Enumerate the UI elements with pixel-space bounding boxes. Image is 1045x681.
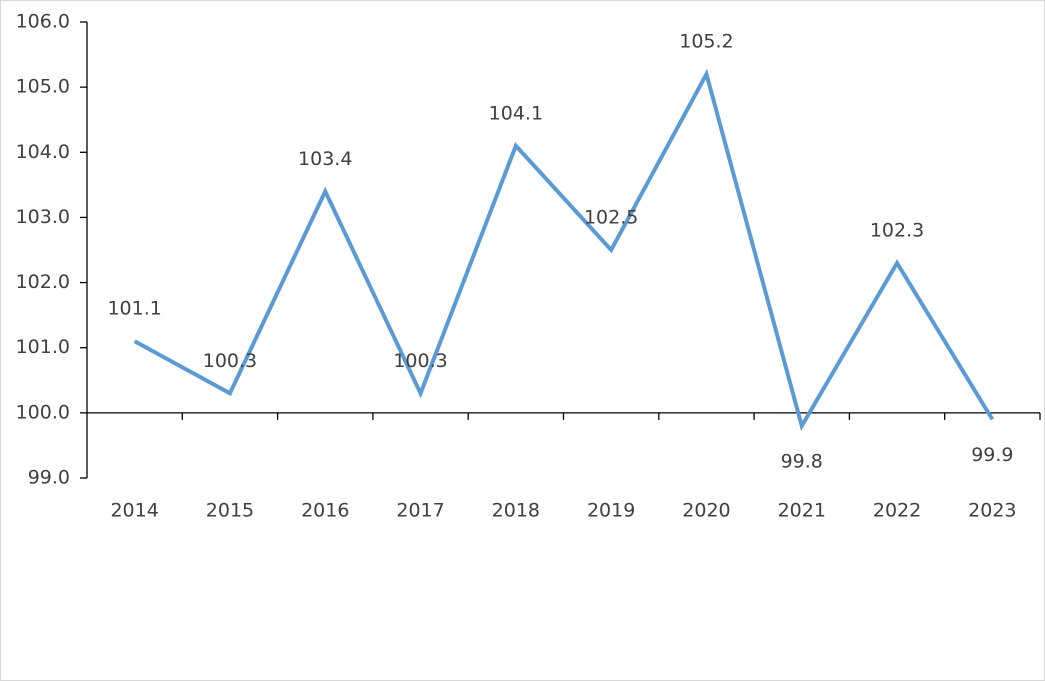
y-tick-label: 105.0: [16, 76, 70, 98]
data-label: 103.4: [298, 148, 352, 170]
x-tick-label: 2015: [206, 500, 254, 522]
x-tick-label: 2020: [682, 500, 730, 522]
data-label: 100.3: [203, 350, 257, 372]
y-tick-label: 104.0: [16, 141, 70, 163]
data-line: [133, 68, 995, 432]
x-tick-label: 2014: [110, 500, 158, 522]
y-tick-label: 103.0: [16, 206, 70, 228]
data-label: 102.3: [870, 220, 924, 242]
y-tick-label: 101.0: [16, 336, 70, 358]
data-label: 99.8: [781, 450, 823, 472]
x-tick-label: 2018: [492, 500, 540, 522]
data-label: 99.9: [971, 444, 1013, 466]
y-tick-label: 106.0: [16, 11, 70, 33]
data-label: 105.2: [679, 31, 733, 53]
x-tick-label: 2022: [873, 500, 921, 522]
x-tick-label: 2023: [968, 500, 1016, 522]
data-label: 104.1: [489, 102, 543, 124]
x-tick-label: 2016: [301, 500, 349, 522]
y-tick-label: 100.0: [16, 401, 70, 423]
y-tick-label: 99.0: [28, 467, 70, 489]
x-tick-label: 2019: [587, 500, 635, 522]
data-label: 102.5: [584, 207, 638, 229]
x-tick-label: 2021: [778, 500, 826, 522]
data-label: 100.3: [393, 350, 447, 372]
x-tick-label: 2017: [396, 500, 444, 522]
y-tick-label: 102.0: [16, 271, 70, 293]
data-label: 101.1: [107, 298, 161, 320]
